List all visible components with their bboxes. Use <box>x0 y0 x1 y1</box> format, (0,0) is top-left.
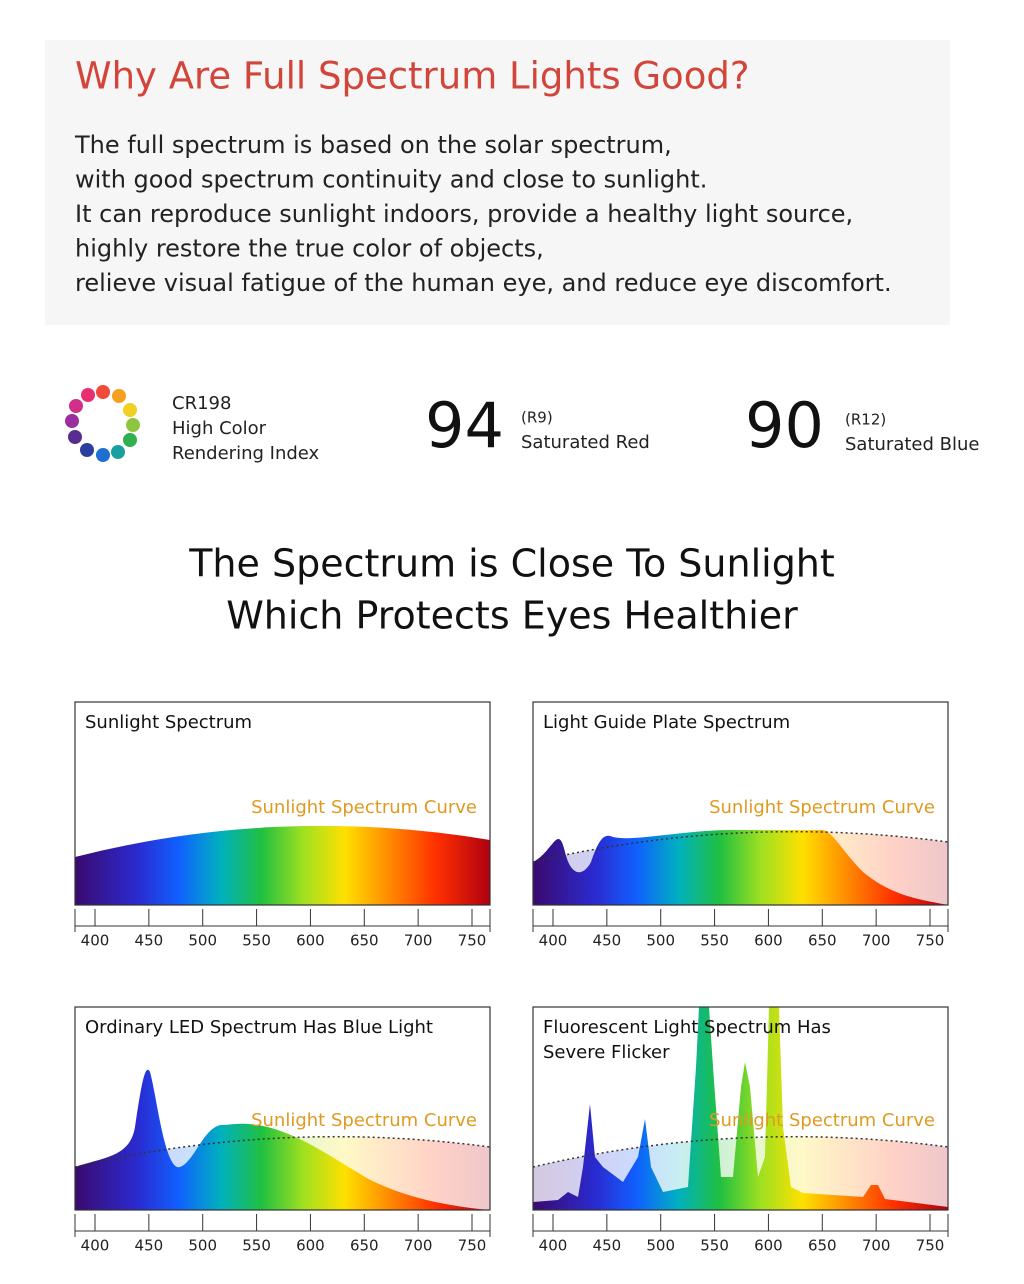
tick-label: 750 <box>458 1237 487 1255</box>
heading: Which Protects Eyes Healthier <box>226 594 798 638</box>
tick-label: 450 <box>135 1237 164 1255</box>
paragraph-line: relieve visual fatigue of the human eye,… <box>75 269 892 297</box>
spectrum-shape <box>75 825 490 905</box>
heading: The Spectrum is Close To Sunlight <box>188 542 835 586</box>
tick-label: 450 <box>135 932 164 950</box>
panel-border <box>532 701 949 906</box>
stat-label: Saturated Red <box>521 432 650 453</box>
tick-label: 550 <box>242 1237 271 1255</box>
tick-label: 700 <box>862 1237 891 1255</box>
cri-line: Rendering Index <box>172 443 320 464</box>
panel-title: Fluorescent Light Spectrum Has <box>543 1017 831 1038</box>
panel-border <box>74 701 491 906</box>
tick-label: 500 <box>188 1237 217 1255</box>
paragraph-line: highly restore the true color of objects… <box>75 235 544 263</box>
sunlight-curve <box>533 830 948 863</box>
tick-label: 600 <box>754 1237 783 1255</box>
stat-value: 94 <box>425 389 504 462</box>
tick-label: 550 <box>242 932 271 950</box>
tick-label: 650 <box>350 1237 379 1255</box>
stat-code: (R12) <box>845 411 886 429</box>
curve-label: Sunlight Spectrum Curve <box>709 1110 935 1131</box>
spectrum-panel: Ordinary LED Spectrum Has Blue Light Sunl… <box>74 1006 491 1255</box>
paragraph-line: The full spectrum is based on the solar … <box>74 131 672 159</box>
tick-label: 550 <box>700 932 729 950</box>
tick-label: 450 <box>593 1237 622 1255</box>
stat-value: 90 <box>745 389 824 462</box>
tick-label: 600 <box>296 932 325 950</box>
tick-label: 600 <box>296 1237 325 1255</box>
spectrum-plot <box>533 1007 948 1210</box>
header-bg <box>45 40 950 325</box>
tick-label: 650 <box>350 932 379 950</box>
color-wheel <box>65 385 140 462</box>
tick-label: 400 <box>81 932 110 950</box>
spectrum-plot <box>75 1069 490 1210</box>
spectrum-shape <box>75 1069 490 1210</box>
panel-title: Light Guide Plate Spectrum <box>543 712 790 733</box>
panel-title: Severe Flicker <box>543 1042 670 1063</box>
stat-code: (R9) <box>521 409 553 427</box>
spectrum-shape <box>533 830 948 905</box>
paragraph-line: It can reproduce sunlight indoors, provi… <box>75 200 853 228</box>
sunlight-curve <box>75 1135 490 1168</box>
spectrum-plot <box>75 825 490 905</box>
tick-label: 550 <box>700 1237 729 1255</box>
tick-label: 750 <box>458 932 487 950</box>
stat-label: Saturated Blue <box>845 434 979 455</box>
panel-title: Ordinary LED Spectrum Has Blue Light <box>85 1017 433 1038</box>
title: Why Are Full Spectrum Lights Good? <box>75 55 749 98</box>
tick-label: 500 <box>646 1237 675 1255</box>
tick-label: 450 <box>593 932 622 950</box>
tick-label: 400 <box>81 1237 110 1255</box>
tick-label: 700 <box>404 1237 433 1255</box>
panel-title: Sunlight Spectrum <box>85 712 252 733</box>
tick-label: 400 <box>539 932 568 950</box>
tick-label: 700 <box>862 932 891 950</box>
spectrum-panel: Sunlight Spectrum Sunlight Spectrum Curve… <box>74 701 491 950</box>
tick-label: 600 <box>754 932 783 950</box>
panel-border <box>74 1006 491 1211</box>
paragraph: The full spectrum is based on the solar … <box>74 131 892 297</box>
spectrum-shape <box>533 1007 948 1210</box>
tick-label: 650 <box>808 932 837 950</box>
cri-text: CR198 High Color Rendering Index <box>172 393 320 464</box>
tick-label: 700 <box>404 932 433 950</box>
curve-label: Sunlight Spectrum Curve <box>251 1110 477 1131</box>
tick-label: 500 <box>646 932 675 950</box>
spectrum-plot <box>533 830 948 905</box>
tick-label: 500 <box>188 932 217 950</box>
panel-border <box>532 1006 949 1211</box>
spectrum-panel: Fluorescent Light Spectrum Has Severe Fli… <box>532 1006 949 1255</box>
tick-label: 650 <box>808 1237 837 1255</box>
cri-line: CR198 <box>172 393 231 414</box>
sunlight-curve <box>533 1135 948 1168</box>
curve-label: Sunlight Spectrum Curve <box>251 797 477 818</box>
tick-label: 750 <box>916 1237 945 1255</box>
spectrum-panel: Light Guide Plate Spectrum Sunlight Spect… <box>532 701 949 950</box>
paragraph-line: with good spectrum continuity and close … <box>75 166 707 194</box>
curve-label: Sunlight Spectrum Curve <box>709 797 935 818</box>
tick-label: 750 <box>916 932 945 950</box>
tick-label: 400 <box>539 1237 568 1255</box>
cri-line: High Color <box>172 418 267 439</box>
